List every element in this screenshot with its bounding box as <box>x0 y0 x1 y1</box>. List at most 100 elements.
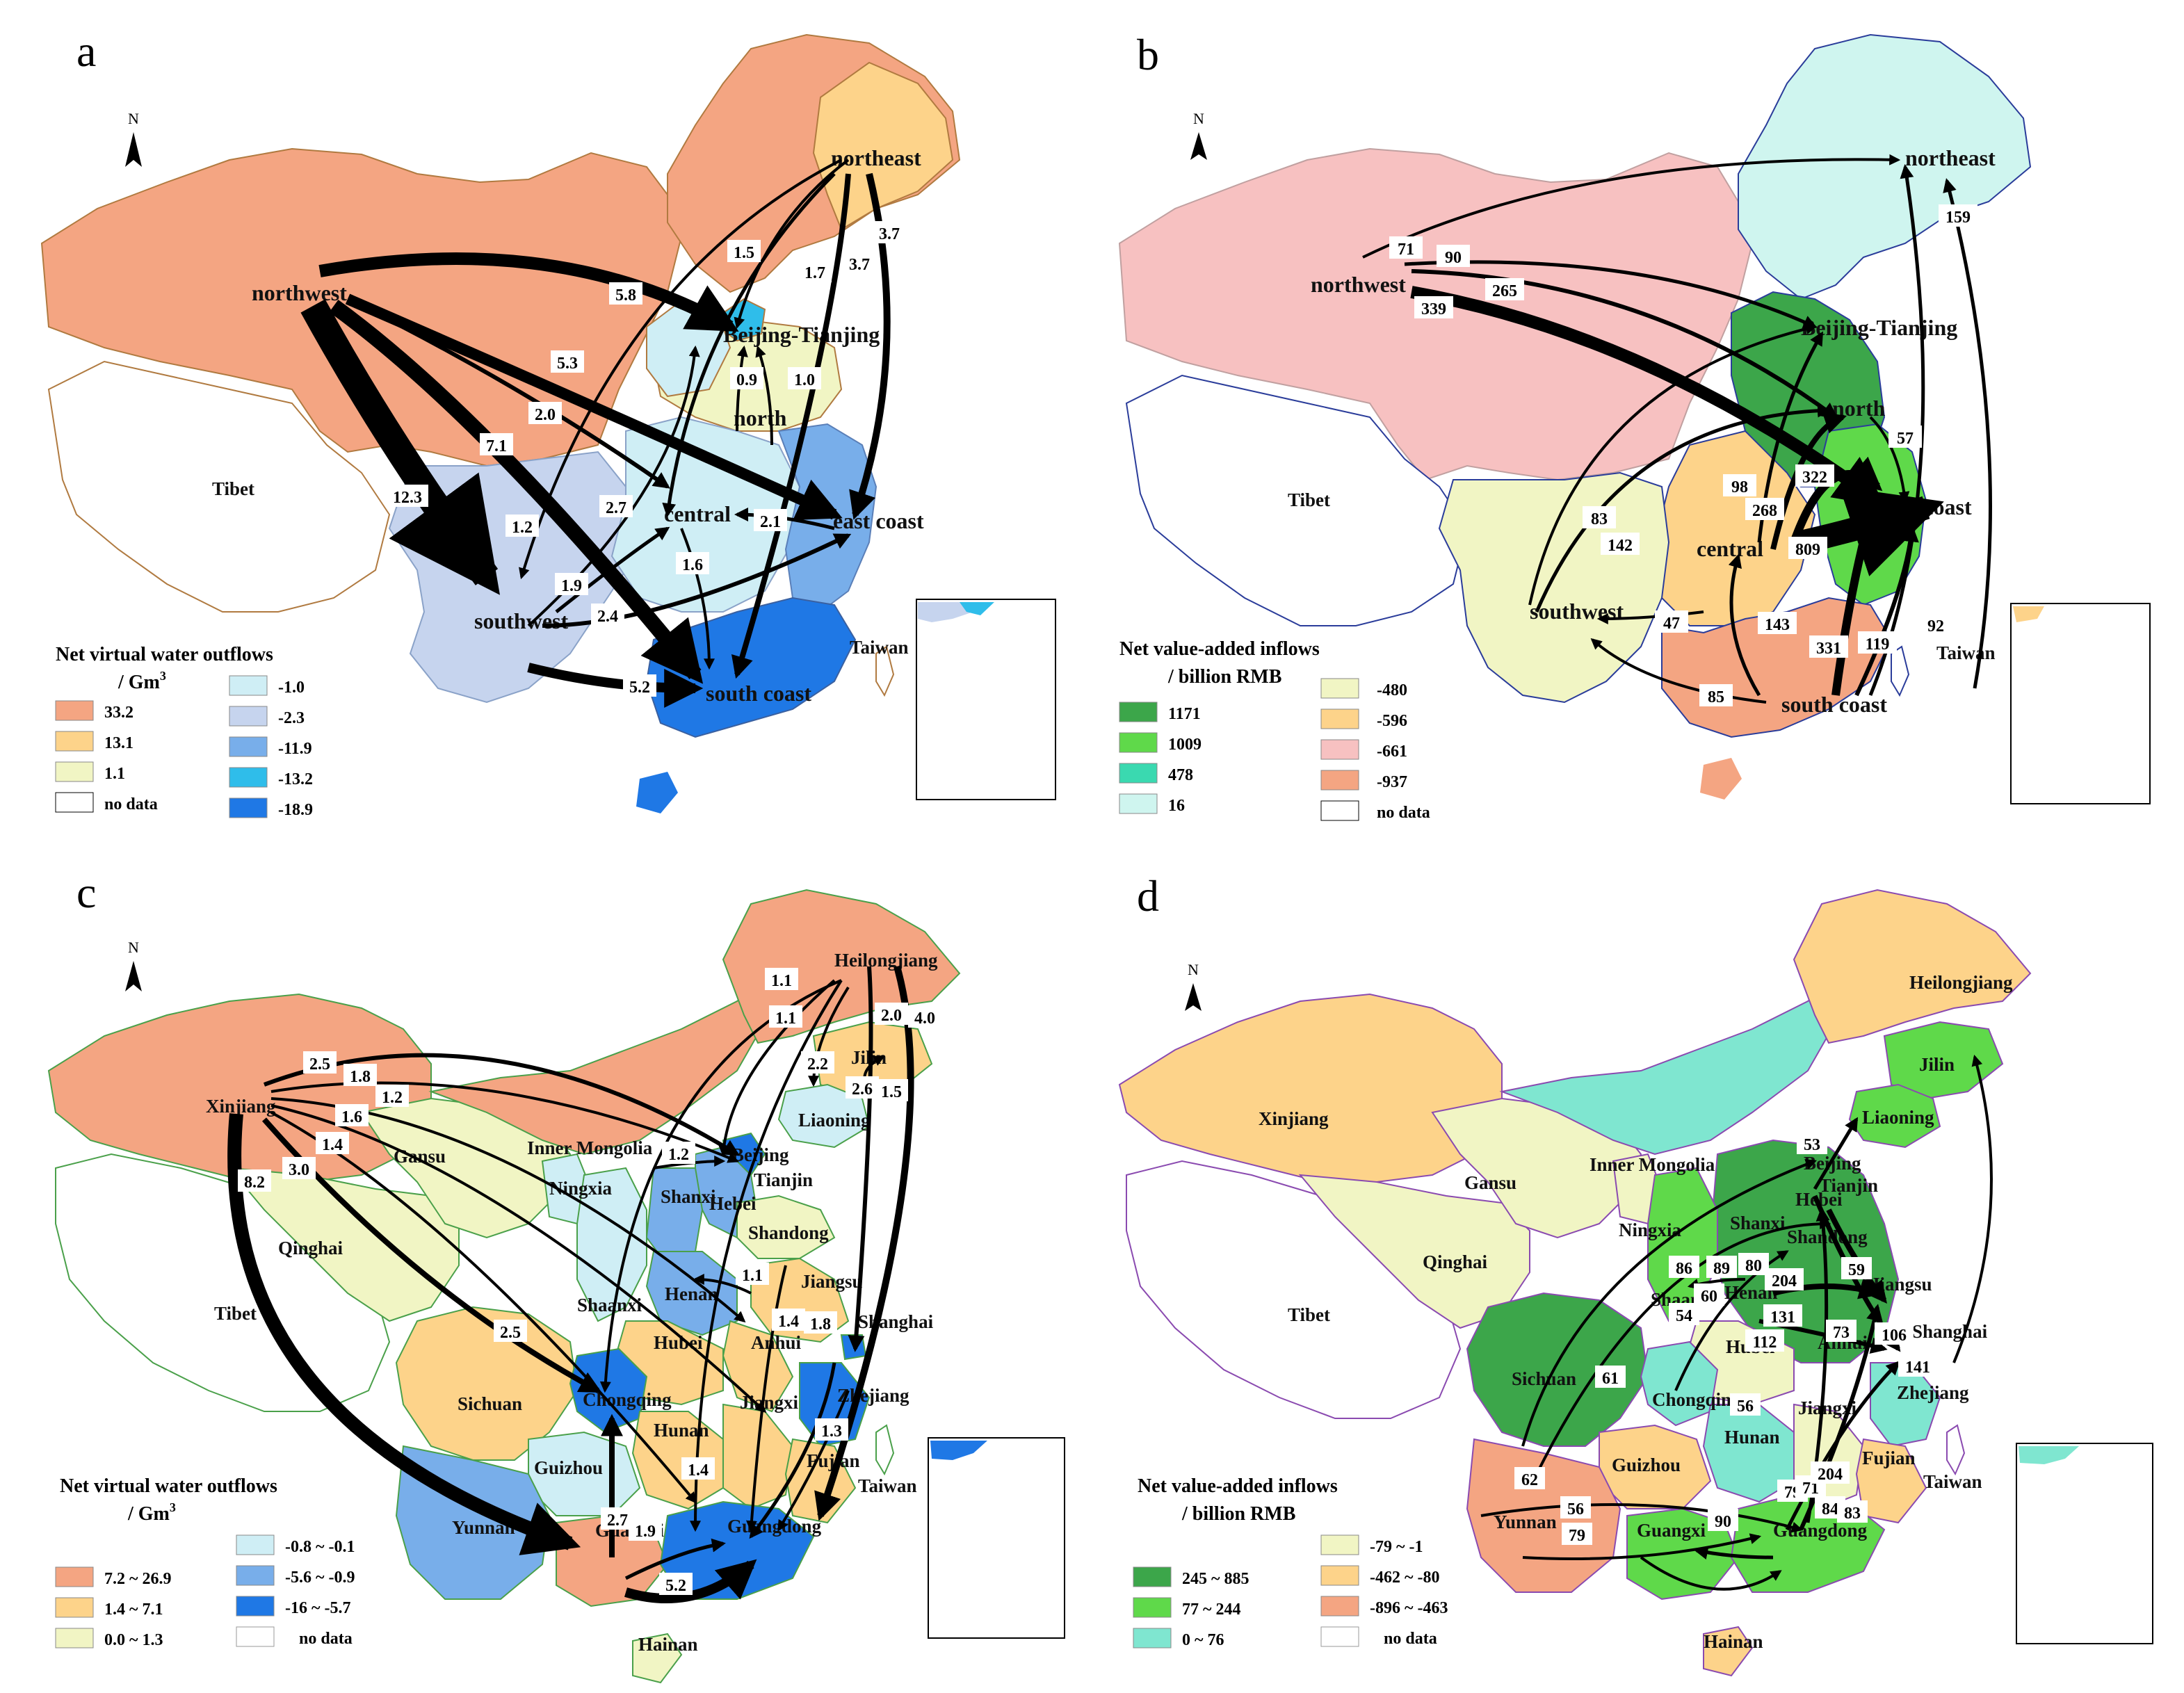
panel-letter-a: a <box>76 26 96 76</box>
label-shanghai-c: Shanghai <box>858 1311 934 1332</box>
flow-arrow <box>1596 610 1704 624</box>
flow-value: 83 <box>1591 510 1608 528</box>
label-guangxi-d: Guangxi <box>1637 1520 1706 1541</box>
flow-arrow <box>1831 508 1880 696</box>
flow-value: 62 <box>1521 1471 1538 1489</box>
flow-arrow <box>1943 178 1992 689</box>
region-taiwan-a <box>875 645 895 697</box>
svg-text:-11.9: -11.9 <box>278 740 312 758</box>
region-shandong-c <box>736 1194 836 1259</box>
label-tianjin-d: Tianjin <box>1819 1175 1878 1196</box>
svg-text:0.0 ~ 1.3: 0.0 ~ 1.3 <box>104 1631 163 1649</box>
flow-value: 57 <box>1897 430 1914 448</box>
legend-title: Net value-added inflows <box>1119 638 1320 660</box>
north-arrow-icon: N <box>1185 961 1202 1011</box>
flow-arrow <box>555 526 670 613</box>
flow-value: 1.1 <box>742 1267 763 1285</box>
flow-arrow <box>270 1104 767 1413</box>
panel-c: c N <box>47 868 1065 1684</box>
region-hunan-c <box>631 1411 724 1510</box>
flow-value: 1.3 <box>821 1423 842 1441</box>
flow-arrow <box>1535 403 1831 613</box>
label-central-a: central <box>664 501 731 526</box>
legend-c: Net virtual water outflows / Gm3 7.2 ~ 2… <box>55 1475 355 1649</box>
inset-box-a <box>916 599 1056 800</box>
svg-text:-462 ~ -80: -462 ~ -80 <box>1370 1569 1439 1587</box>
flow-value: 1.2 <box>382 1089 403 1107</box>
label-anhui-c: Anhui <box>751 1332 802 1353</box>
flow-arrow <box>1728 553 1761 697</box>
flow-value: 8.2 <box>244 1174 265 1192</box>
label-tibet-a: Tibet <box>212 478 254 499</box>
panel-b: b N northeast northwest Beijing-Tianjing… <box>1118 30 2151 822</box>
svg-text:245 ~ 885: 245 ~ 885 <box>1182 1570 1249 1588</box>
flow-value: 1.6 <box>682 556 703 574</box>
label-hebei-c: Hebei <box>709 1193 757 1214</box>
flow-arrow <box>1521 1159 1817 1447</box>
flow-value: 54 <box>1676 1307 1692 1325</box>
legend-unit: / billion RMB <box>1167 666 1281 688</box>
label-fujian-d: Fujian <box>1862 1448 1916 1468</box>
svg-text:1009: 1009 <box>1168 736 1202 754</box>
legend-unit: / billion RMB <box>1181 1503 1295 1525</box>
svg-text:-596: -596 <box>1377 712 1407 730</box>
flow-arrow <box>662 172 836 517</box>
label-beijing-c: Beijing <box>731 1144 789 1165</box>
legend-b: Net value-added inflows / billion RMB 11… <box>1119 638 1430 822</box>
flow-value: 98 <box>1731 478 1748 496</box>
label-northeast-b: northeast <box>1905 145 1996 170</box>
flow-arrow <box>300 299 500 595</box>
label-sichuan-c: Sichuan <box>458 1393 522 1414</box>
svg-text:-896 ~ -463: -896 ~ -463 <box>1370 1599 1448 1617</box>
flow-value: 265 <box>1492 282 1517 300</box>
flow-arrow <box>680 528 715 670</box>
svg-text:-16 ~ -5.7: -16 ~ -5.7 <box>285 1599 350 1617</box>
flow-arrow <box>848 966 873 1352</box>
north-arrow-icon: N <box>125 939 142 991</box>
svg-text:-18.9: -18.9 <box>278 801 313 819</box>
flow-arrow <box>360 304 670 489</box>
flow-arrow <box>718 979 836 1157</box>
flow-value: 90 <box>1715 1513 1731 1531</box>
region-liaoning-c <box>777 1083 871 1149</box>
inset-box-b <box>2010 603 2151 804</box>
flow-value: 85 <box>1708 688 1724 706</box>
label-jiangxi-c: Jiangxi <box>740 1392 799 1413</box>
flow-arrow <box>345 293 843 521</box>
flow-arrow <box>1952 1054 1993 1363</box>
svg-text:-5.6 ~ -0.9: -5.6 ~ -0.9 <box>285 1569 355 1587</box>
flow-arrow <box>1411 269 1838 419</box>
svg-text:no data: no data <box>104 795 158 813</box>
flow-arrow <box>270 1081 739 1163</box>
flow-value: 143 <box>1765 616 1790 634</box>
region-hainan-c <box>632 1633 683 1684</box>
flow-arrow <box>1694 1546 1774 1560</box>
flow-value: 90 <box>1445 249 1462 267</box>
flow-value: 339 <box>1421 300 1446 318</box>
flow-value: 5.2 <box>665 1577 686 1595</box>
label-qinghai-d: Qinghai <box>1423 1251 1488 1272</box>
flow-value: 47 <box>1663 615 1680 633</box>
flow-value: 1.9 <box>561 577 582 595</box>
svg-text:7.2 ~ 26.9: 7.2 ~ 26.9 <box>104 1570 171 1588</box>
region-shaanxi-c <box>576 1167 647 1322</box>
flow-arrow <box>624 1559 757 1603</box>
flow-value: 331 <box>1816 640 1841 658</box>
flow-value: 1.8 <box>810 1315 831 1334</box>
svg-text:13.1: 13.1 <box>104 734 134 752</box>
svg-text:-13.2: -13.2 <box>278 770 313 788</box>
label-heilongjiang-d: Heilongjiang <box>1909 972 2013 993</box>
region-hainan-d <box>1703 1626 1754 1677</box>
region-qinghai-d <box>1298 1174 1530 1329</box>
flow-value: 322 <box>1802 469 1827 487</box>
svg-text:-480: -480 <box>1377 681 1407 699</box>
svg-text:33.2: 33.2 <box>104 704 134 722</box>
region-hainan-a <box>636 772 678 813</box>
label-xinjiang-c: Xinjiang <box>206 1096 276 1117</box>
svg-text:N: N <box>128 110 139 127</box>
label-zhejiang-d: Zhejiang <box>1897 1382 1969 1403</box>
label-southwest-a: southwest <box>474 608 568 633</box>
flow-value: 142 <box>1608 537 1633 555</box>
flow-value: 204 <box>1818 1466 1843 1484</box>
